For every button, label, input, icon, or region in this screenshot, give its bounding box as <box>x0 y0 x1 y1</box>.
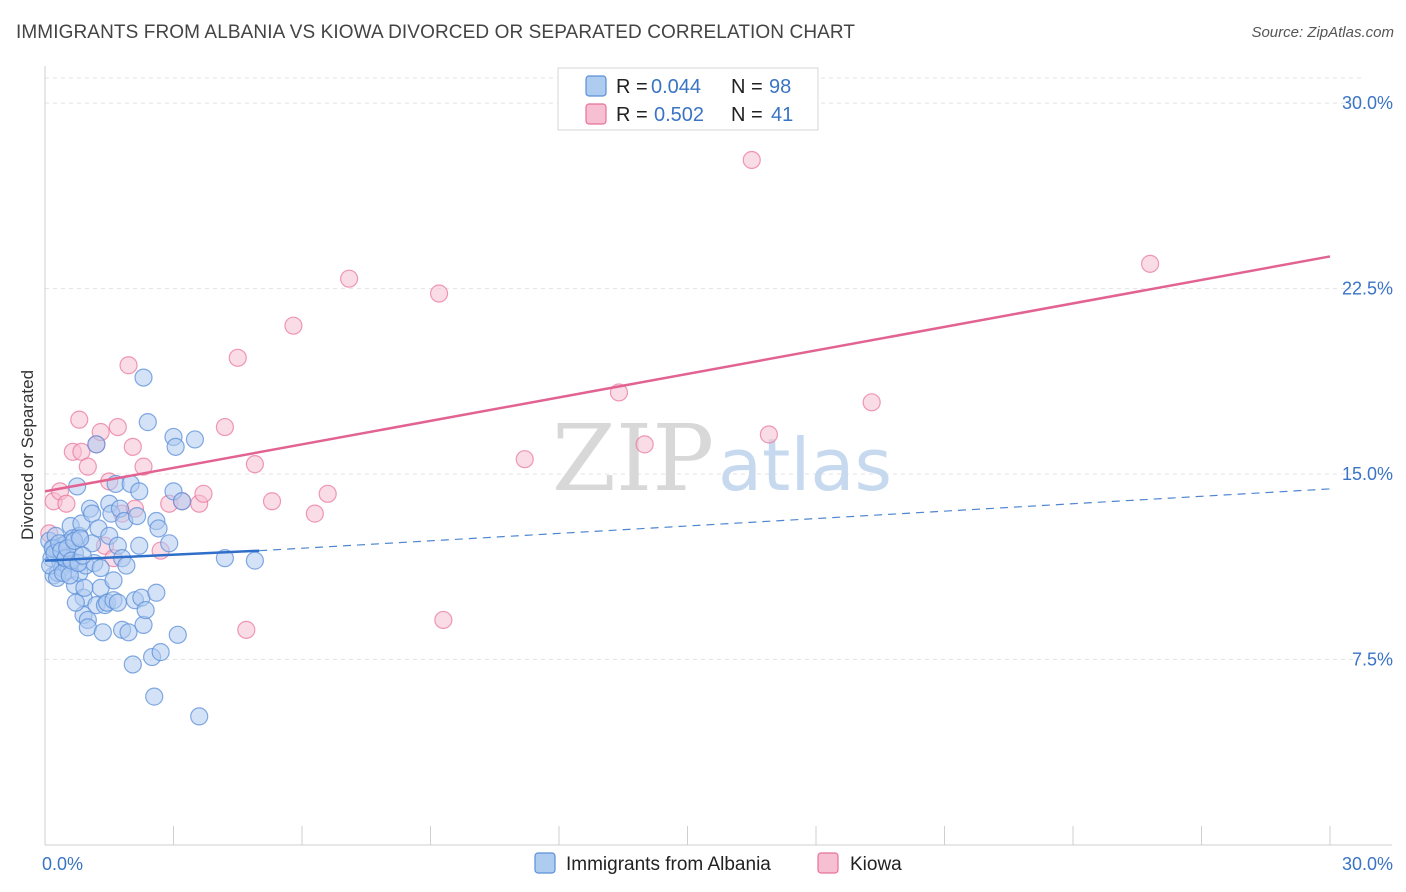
kiowa-points <box>40 150 1160 639</box>
kiowa-point-34 <box>434 610 453 630</box>
series-label-albania: Immigrants from Albania <box>566 854 771 875</box>
albania-point-97 <box>75 578 94 597</box>
albania-point-55 <box>123 655 142 674</box>
stats-legend: R = 0.044 N = 98 R = 0.502 N = 41 <box>557 67 819 131</box>
albania-point-75 <box>168 625 187 644</box>
albania-point-35 <box>91 558 110 578</box>
kiowa-point-38 <box>742 150 761 170</box>
axes <box>44 66 1392 846</box>
series-label-kiowa: Kiowa <box>850 854 902 875</box>
albania-point-62 <box>134 615 153 635</box>
albania-point-79 <box>215 549 234 568</box>
albania-point-43 <box>104 571 123 590</box>
albania-point-95 <box>71 529 90 548</box>
chart-title: IMMIGRANTS FROM ALBANIA VS KIOWA DIVORCE… <box>16 22 856 43</box>
y-axis-label: Divorced or Separated <box>18 370 37 540</box>
kiowa-point-31 <box>318 484 337 503</box>
kiowa-point-26 <box>237 620 256 639</box>
kiowa-trend-line <box>44 255 1331 493</box>
legend-swatch-albania <box>585 75 607 97</box>
watermark-zip: ZIP <box>552 405 714 512</box>
albania-point-63 <box>136 600 155 620</box>
kiowa-point-13 <box>108 417 127 437</box>
kiowa-point-35 <box>515 450 534 469</box>
legend-swatch-kiowa <box>585 103 607 125</box>
albania-point-37 <box>93 623 112 642</box>
legend-r-label-albania: R = <box>616 76 648 98</box>
albania-point-67 <box>147 583 166 602</box>
series-legend: Immigrants from Albania Kiowa <box>534 852 902 875</box>
kiowa-point-23 <box>194 484 213 503</box>
albania-point-96 <box>73 546 92 565</box>
watermark: ZIP atlas <box>552 405 892 512</box>
albania-trend-solid <box>44 549 260 562</box>
kiowa-point-18 <box>134 457 153 476</box>
kiowa-point-28 <box>262 492 282 511</box>
albania-point-47 <box>108 593 127 612</box>
albania-point-53 <box>119 623 138 642</box>
kiowa-point-25 <box>228 348 247 367</box>
albania-point-61 <box>134 368 153 387</box>
kiowa-point-41 <box>1140 254 1160 273</box>
kiowa-point-16 <box>123 437 142 456</box>
legend-n-value-albania: 98 <box>769 76 791 98</box>
albania-point-69 <box>149 519 168 538</box>
x-tick-label-0: 0.0% <box>42 854 83 874</box>
y-tick-labels: 7.5% 15.0% 22.5% 30.0% <box>1342 93 1393 669</box>
y-tick-label-3: 30.0% <box>1342 93 1393 113</box>
kiowa-point-30 <box>305 504 324 523</box>
x-tick-label-1: 30.0% <box>1342 854 1393 874</box>
x-tick-labels: 0.0% 30.0% <box>42 854 1393 874</box>
albania-point-71 <box>160 534 179 553</box>
y-tick-label-0: 7.5% <box>1352 650 1393 670</box>
albania-point-66 <box>145 687 164 706</box>
albania-point-57 <box>127 506 147 526</box>
kiowa-point-3 <box>57 494 76 513</box>
kiowa-point-39 <box>759 425 778 444</box>
watermark-atlas: atlas <box>718 423 892 507</box>
kiowa-point-33 <box>429 284 449 303</box>
source-label: Source: ZipAtlas.com <box>1251 24 1394 41</box>
albania-point-78 <box>190 707 209 726</box>
albania-point-33 <box>87 435 106 454</box>
kiowa-point-24 <box>215 417 234 437</box>
series-swatch-albania <box>534 852 556 874</box>
legend-n-label-albania: N = <box>731 76 763 98</box>
kiowa-point-27 <box>245 455 264 474</box>
albania-point-74 <box>166 437 185 456</box>
kiowa-point-32 <box>340 269 359 288</box>
albania-point-58 <box>130 482 149 501</box>
albania-point-93 <box>66 593 85 612</box>
y-tick-label-1: 15.0% <box>1342 464 1393 484</box>
albania-points <box>40 368 264 726</box>
trend-lines <box>44 255 1331 562</box>
y-tick-label-2: 22.5% <box>1342 279 1393 299</box>
albania-point-52 <box>117 556 136 575</box>
kiowa-point-29 <box>284 316 303 335</box>
series-swatch-kiowa <box>817 852 839 874</box>
albania-point-80 <box>245 551 264 570</box>
kiowa-point-5 <box>70 410 89 429</box>
legend-r-value-albania: 0.044 <box>651 76 701 98</box>
albania-point-59 <box>130 536 149 555</box>
albania-point-77 <box>185 430 205 449</box>
legend-r-label-kiowa: R = <box>616 104 648 126</box>
kiowa-point-37 <box>635 435 654 454</box>
kiowa-point-7 <box>78 457 97 476</box>
albania-trend-dashed <box>259 488 1331 552</box>
legend-n-value-kiowa: 41 <box>771 104 793 126</box>
albania-point-76 <box>172 492 192 511</box>
kiowa-point-40 <box>862 393 881 412</box>
gridlines <box>45 77 1365 661</box>
albania-point-64 <box>138 413 157 432</box>
kiowa-point-15 <box>119 356 138 375</box>
legend-r-value-kiowa: 0.502 <box>654 104 704 126</box>
legend-n-label-kiowa: N = <box>731 104 763 126</box>
albania-point-70 <box>151 643 170 662</box>
